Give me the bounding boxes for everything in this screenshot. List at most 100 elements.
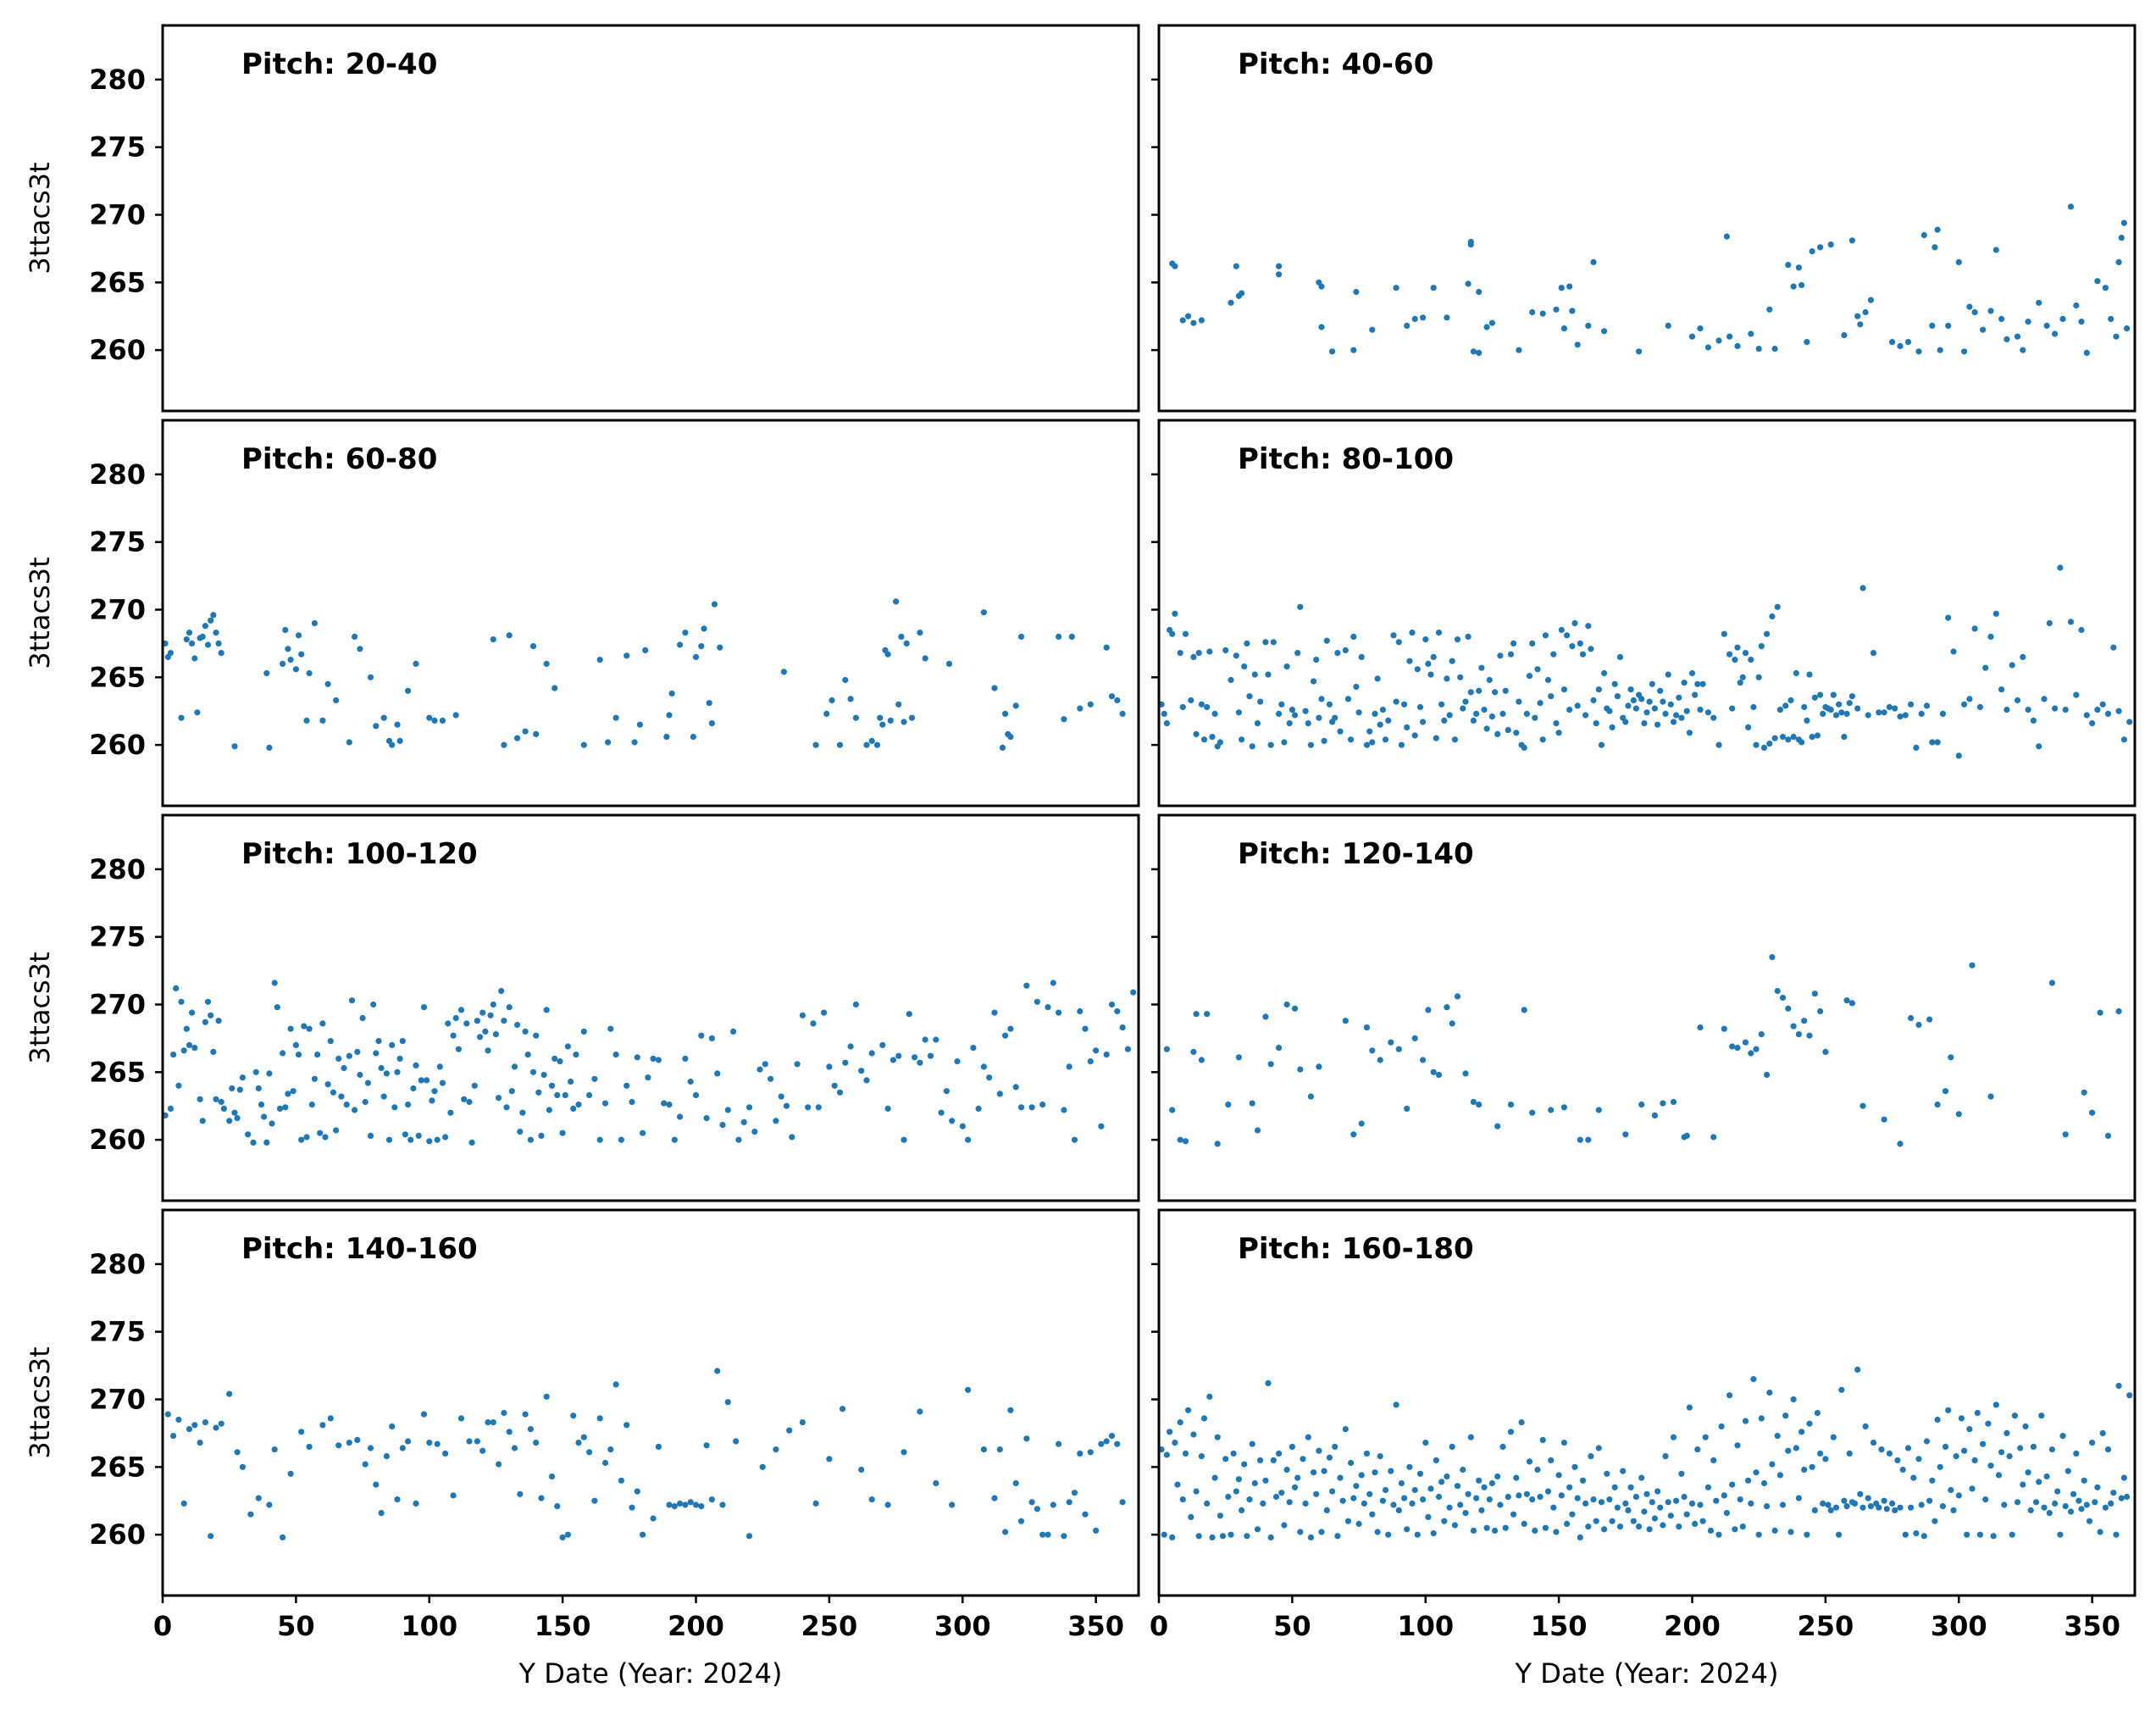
data-point: [1577, 640, 1583, 647]
data-point: [1017, 1518, 1025, 1524]
data-point: [1476, 349, 1483, 356]
data-point: [1550, 651, 1557, 658]
data-point: [1454, 1483, 1461, 1490]
data-point: [399, 1038, 406, 1045]
panel-title: Pitch: 120-140: [1238, 837, 1474, 871]
data-point: [2062, 1503, 2069, 1510]
data-point: [1804, 339, 1810, 346]
data-point: [1806, 671, 1813, 678]
data-point: [1451, 736, 1458, 743]
data-point: [1857, 321, 1864, 328]
data-point: [1811, 1507, 1818, 1513]
data-point: [1307, 1534, 1314, 1540]
y-tick-label: 265: [89, 266, 146, 298]
data-point: [362, 1098, 369, 1106]
data-point: [1934, 739, 1941, 746]
data-point: [1870, 650, 1877, 657]
data-point: [1499, 1443, 1506, 1450]
data-point: [831, 1082, 838, 1089]
data-point: [1710, 1457, 1717, 1463]
data-point: [1182, 630, 1189, 637]
data-point: [1715, 1531, 1722, 1538]
data-point: [1737, 1496, 1743, 1503]
data-point: [370, 1001, 377, 1008]
data-point: [1564, 632, 1571, 639]
data-point: [1857, 1490, 1864, 1497]
data-point: [1077, 705, 1084, 712]
data-point: [1732, 657, 1738, 663]
data-point: [180, 1047, 187, 1054]
data-point: [852, 714, 860, 721]
data-point: [745, 1104, 753, 1111]
data-point: [290, 1088, 297, 1095]
data-point: [1198, 1453, 1205, 1460]
data-point: [1211, 1474, 1218, 1481]
data-point: [1523, 710, 1530, 718]
data-point: [1206, 1393, 1213, 1400]
data-point: [1388, 1468, 1394, 1474]
data-point: [1401, 701, 1408, 708]
data-point: [1734, 342, 1741, 349]
data-point: [1734, 1442, 1741, 1449]
data-point: [1665, 322, 1671, 329]
data-point: [1577, 1534, 1583, 1540]
data-point: [922, 655, 928, 662]
data-point: [1948, 1486, 1954, 1494]
data-point: [1854, 313, 1861, 319]
data-point: [1715, 741, 1722, 748]
data-point: [1739, 1524, 1746, 1530]
data-point: [1611, 1484, 1618, 1490]
data-point: [1683, 708, 1690, 714]
data-point: [1012, 702, 1019, 709]
data-point: [1251, 1479, 1258, 1487]
data-point: [1507, 1102, 1515, 1108]
data-point: [1646, 1526, 1653, 1533]
data-point: [1585, 322, 1592, 329]
panel-title: Pitch: 20-40: [241, 47, 437, 81]
data-point: [554, 1091, 561, 1099]
data-point: [1908, 701, 1915, 708]
data-point: [1902, 712, 1909, 719]
data-point: [1077, 1007, 1084, 1015]
data-point: [1318, 324, 1325, 330]
data-point: [1239, 1507, 1245, 1513]
data-point: [1558, 626, 1565, 634]
data-point: [1416, 703, 1424, 711]
data-point: [949, 1118, 956, 1124]
data-point: [1257, 1457, 1264, 1463]
data-point: [1488, 1479, 1495, 1487]
data-point: [1676, 1524, 1682, 1530]
data-point: [1585, 1524, 1592, 1530]
data-point: [1660, 1522, 1666, 1529]
panels-layer: Pitch: 20-402602652702752803ttacs3tPitch…: [24, 24, 2137, 1690]
data-point: [677, 641, 684, 648]
data-point: [1108, 1001, 1116, 1008]
data-point: [1488, 319, 1495, 326]
data-point: [1291, 1005, 1299, 1012]
data-point: [226, 1118, 233, 1124]
data-point: [986, 1074, 993, 1081]
data-point: [1694, 1446, 1701, 1453]
data-point: [1342, 1426, 1349, 1433]
data-point: [306, 669, 313, 677]
data-point: [1537, 1493, 1544, 1501]
data-point: [1377, 1057, 1383, 1063]
data-point: [1034, 998, 1040, 1005]
y-axis-label: 3ttacs3t: [24, 557, 56, 669]
data-point: [1544, 676, 1552, 684]
data-point: [204, 998, 212, 1005]
data-point: [1904, 339, 1912, 346]
data-point: [1414, 1531, 1421, 1538]
data-point: [821, 1009, 828, 1016]
data-point: [186, 630, 193, 636]
data-point: [186, 1041, 193, 1048]
data-point: [1526, 673, 1533, 680]
data-point: [1771, 346, 1778, 352]
data-point: [1758, 643, 1765, 650]
data-point: [570, 1105, 577, 1112]
data-point: [1799, 281, 1805, 289]
data-point: [1214, 1141, 1221, 1147]
data-point: [1254, 1526, 1261, 1533]
data-point: [1476, 1477, 1483, 1484]
data-point: [1467, 1434, 1474, 1440]
